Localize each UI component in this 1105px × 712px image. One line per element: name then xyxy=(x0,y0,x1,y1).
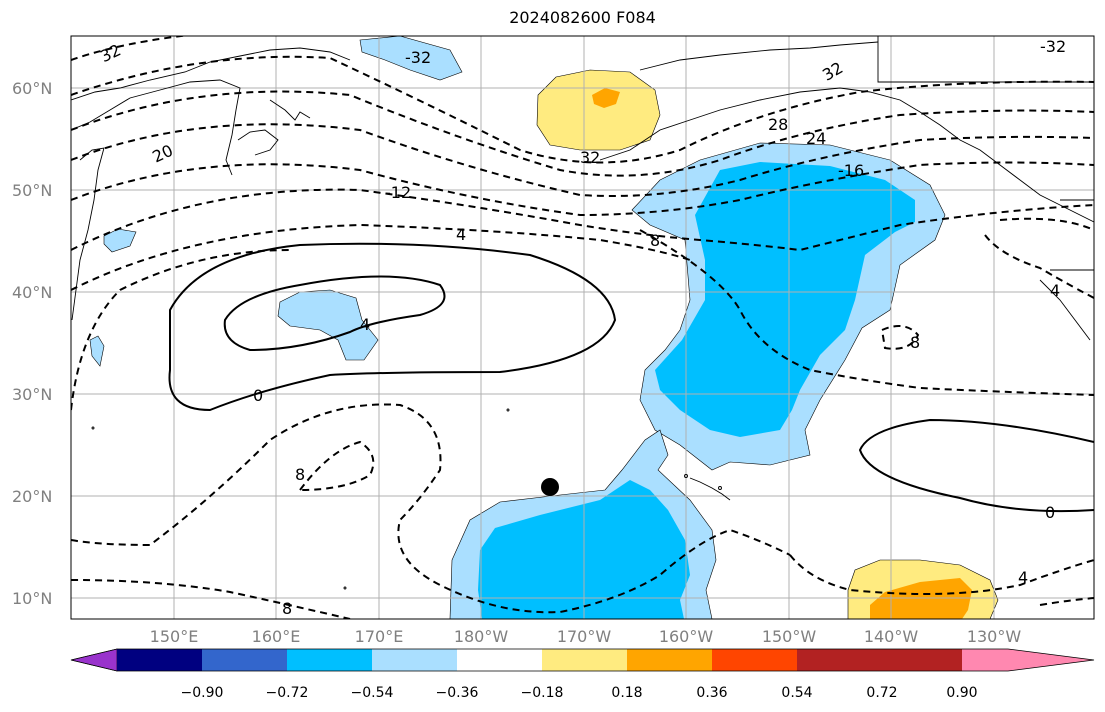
shade-left-light-blue-2 xyxy=(89,335,105,367)
contour-8-ring xyxy=(639,229,1094,396)
contours xyxy=(71,36,1094,619)
anomaly-shading xyxy=(89,36,999,619)
colorbar-right-arrow xyxy=(962,649,1094,671)
shade-top-light-blue xyxy=(359,36,463,81)
contour-label: 32 xyxy=(97,40,123,66)
contour-8-small xyxy=(880,325,920,350)
contour-label: -32 xyxy=(1040,37,1066,56)
lon-label: 170°E xyxy=(355,627,404,646)
colorbar-tick: −0.54 xyxy=(351,685,394,701)
colorbar-tick: 0.72 xyxy=(866,685,897,701)
lon-label: 150°E xyxy=(150,627,199,646)
latitude-labels: 60°N 50°N 40°N 30°N 20°N 10°N xyxy=(12,79,52,608)
contour-4-west xyxy=(71,249,291,411)
lon-label: 160°E xyxy=(252,627,301,646)
contour-label: -32 xyxy=(405,48,431,67)
contour-label: 20 xyxy=(149,141,175,167)
contour-4-inner xyxy=(223,275,446,352)
contour-8-south xyxy=(71,403,791,614)
contour-label: 4 xyxy=(456,225,466,244)
contour-label: 8 xyxy=(282,599,292,618)
map-title: 2024082600 F084 xyxy=(509,8,656,27)
lat-label: 60°N xyxy=(12,79,52,98)
contour-12-south xyxy=(71,579,351,619)
contour-0-east xyxy=(858,418,1094,513)
shade-east-blue xyxy=(655,162,915,437)
contour-label: 8 xyxy=(650,231,660,250)
lon-label: 150°W xyxy=(762,627,817,646)
colorbar-segment xyxy=(457,649,542,671)
contour-label: 0 xyxy=(1045,503,1055,522)
contour-label: 4 xyxy=(360,315,370,334)
colorbar-segment xyxy=(287,649,372,671)
contour-12 xyxy=(71,188,1094,252)
contour-32-nw xyxy=(71,36,190,61)
contour-label: -12 xyxy=(385,183,411,202)
lat-label: 50°N xyxy=(12,181,52,200)
contour-8-east-loop xyxy=(984,217,1094,299)
colorbar-segment xyxy=(797,649,882,671)
colorbar-segment xyxy=(542,649,627,671)
colorbar-ticks: −0.90 −0.72 −0.54 −0.36 −0.18 0.18 0.36 … xyxy=(181,685,978,701)
contour-label: 32 xyxy=(819,58,846,85)
contour-label: 4 xyxy=(1018,568,1028,587)
colorbar-segment xyxy=(882,649,962,671)
contour-label: 24 xyxy=(806,129,826,148)
contour-label: 8 xyxy=(910,333,920,352)
lon-label: 160°W xyxy=(659,627,714,646)
contour-4-east-low xyxy=(1039,597,1094,606)
colorbar-segment xyxy=(712,649,797,671)
contour-label: 0 xyxy=(253,386,263,405)
shade-mid-light-blue xyxy=(277,289,379,361)
contour-8-north xyxy=(71,223,691,291)
colorbar-tick: 0.90 xyxy=(946,685,977,701)
colorbar-tick: −0.90 xyxy=(181,685,224,701)
contour-8-south-small xyxy=(299,440,375,491)
lon-label: 130°W xyxy=(967,627,1022,646)
contour-label: 8 xyxy=(295,465,305,484)
colorbar-tick: 0.54 xyxy=(781,685,812,701)
storm-position-marker xyxy=(541,478,559,496)
contour-label: 28 xyxy=(768,115,788,134)
contour-0-ring xyxy=(168,242,617,412)
lat-label: 10°N xyxy=(12,589,52,608)
shade-north-yellow xyxy=(536,69,661,151)
longitude-labels: 150°E 160°E 170°E 180°W 170°W 160°W 150°… xyxy=(150,627,1022,646)
contour-28 xyxy=(71,55,1094,164)
lon-label: 170°W xyxy=(557,627,612,646)
lat-label: 20°N xyxy=(12,487,52,506)
colorbar-tick: −0.72 xyxy=(266,685,309,701)
map-frame xyxy=(70,35,1095,620)
colorbar-tick: −0.18 xyxy=(521,685,564,701)
contour-20 xyxy=(71,123,1094,197)
contour-label: -16 xyxy=(838,161,864,180)
lat-label: 40°N xyxy=(12,283,52,302)
colorbar-left-arrow xyxy=(70,648,118,672)
colorbar-segment xyxy=(117,649,202,671)
colorbar-tick: 0.36 xyxy=(696,685,727,701)
graticule xyxy=(71,36,1094,619)
contour-label: 4 xyxy=(1050,281,1060,300)
lon-label: 140°W xyxy=(864,627,919,646)
lon-label: 180°W xyxy=(454,627,509,646)
contour-label: 32 xyxy=(580,148,600,167)
lat-label: 30°N xyxy=(12,385,52,404)
colorbar-tick: 0.18 xyxy=(611,685,642,701)
colorbar-segment xyxy=(372,649,457,671)
colorbar-segment xyxy=(202,649,287,671)
contour-16 xyxy=(71,161,1094,217)
colorbar-tick: −0.36 xyxy=(436,685,479,701)
contour-4-east xyxy=(789,554,1094,595)
colorbar xyxy=(70,648,1095,672)
colorbar-segment xyxy=(627,649,712,671)
shade-north-orange xyxy=(592,88,620,108)
